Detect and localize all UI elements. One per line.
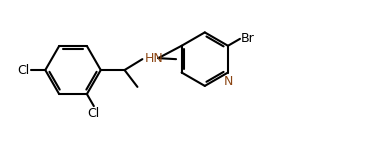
Text: Cl: Cl bbox=[17, 64, 29, 76]
Text: Br: Br bbox=[241, 32, 255, 45]
Text: HN: HN bbox=[144, 52, 163, 65]
Text: Cl: Cl bbox=[88, 107, 100, 120]
Text: N: N bbox=[224, 75, 233, 87]
